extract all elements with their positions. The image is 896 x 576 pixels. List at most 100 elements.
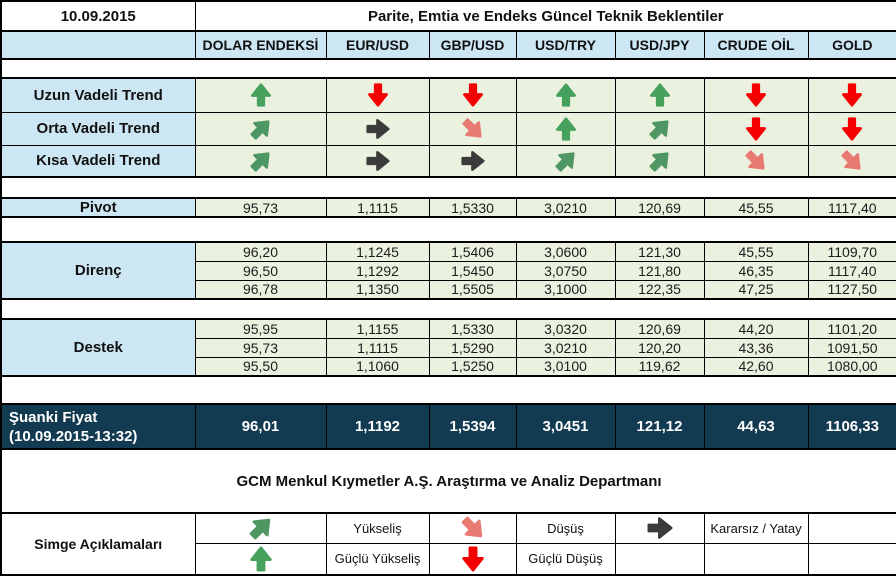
strong-up-arrow-icon bbox=[555, 83, 576, 107]
resistance-value: 1109,70 bbox=[807, 241, 896, 262]
strong-down-arrow-icon bbox=[462, 83, 483, 107]
resistance-value: 121,30 bbox=[614, 241, 705, 262]
resistance-value: 47,25 bbox=[703, 279, 809, 300]
trend-cell bbox=[194, 77, 327, 113]
report-date: 10.09.2015 bbox=[0, 0, 196, 32]
support-value: 120,20 bbox=[614, 337, 705, 358]
department-footer: GCM Menkul Kıymetler A.Ş. Araştırma ve A… bbox=[0, 448, 896, 514]
trend-cell bbox=[807, 77, 896, 113]
neutral-arrow-icon bbox=[647, 517, 672, 539]
current-price-value: 44,63 bbox=[703, 403, 809, 450]
legend-empty-cell bbox=[807, 542, 896, 576]
neutral-arrow-icon bbox=[365, 118, 390, 139]
pivot-value: 3,0210 bbox=[515, 197, 616, 218]
legend-symbol-cell bbox=[194, 542, 327, 576]
strong-down-arrow-icon bbox=[746, 116, 766, 141]
trend-cell bbox=[614, 77, 705, 113]
support-value: 1091,50 bbox=[807, 337, 896, 358]
trend-cell bbox=[703, 144, 809, 178]
resistance-value: 1117,40 bbox=[807, 260, 896, 281]
strong-down-arrow-icon bbox=[367, 83, 388, 107]
trend-row-label: Kısa Vadeli Trend bbox=[0, 144, 196, 178]
resistance-value: 96,78 bbox=[194, 279, 327, 300]
column-header: CRUDE OİL bbox=[703, 30, 809, 60]
neutral-arrow-icon bbox=[365, 150, 390, 171]
trend-row-label: Uzun Vadeli Trend bbox=[0, 77, 196, 113]
trend-cell bbox=[194, 111, 327, 146]
legend-text-cell: Düşüş bbox=[515, 512, 616, 544]
support-value: 42,60 bbox=[703, 356, 809, 377]
column-header: GOLD bbox=[807, 30, 896, 60]
resistance-value: 1127,50 bbox=[807, 279, 896, 300]
support-label: Destek bbox=[0, 318, 196, 377]
trend-cell bbox=[515, 77, 616, 113]
legend-text-cell: Güçlü Düşüş bbox=[515, 542, 616, 576]
trend-cell bbox=[614, 111, 705, 146]
support-value: 95,50 bbox=[194, 356, 327, 377]
resistance-value: 46,35 bbox=[703, 260, 809, 281]
support-value: 3,0210 bbox=[515, 337, 616, 358]
up-arrow-icon bbox=[554, 152, 575, 172]
resistance-label: Direnç bbox=[0, 241, 196, 300]
trend-cell bbox=[428, 144, 517, 178]
resistance-value: 1,1292 bbox=[325, 260, 430, 281]
strong-down-arrow-icon bbox=[842, 116, 863, 141]
resistance-value: 121,80 bbox=[614, 260, 705, 281]
spacer-row bbox=[0, 376, 896, 404]
trend-cell bbox=[614, 144, 705, 178]
pivot-value: 45,55 bbox=[703, 197, 809, 218]
current-price-timestamp: (10.09.2015-13:32) bbox=[9, 427, 138, 445]
strong-up-arrow-icon bbox=[250, 83, 271, 107]
up-arrow-icon bbox=[249, 519, 270, 540]
pivot-value: 1,5330 bbox=[428, 197, 517, 218]
current-price-value: 3,0451 bbox=[515, 403, 616, 450]
pivot-value: 120,69 bbox=[614, 197, 705, 218]
trend-cell bbox=[515, 111, 616, 146]
column-header: USD/TRY bbox=[515, 30, 616, 60]
trend-cell bbox=[807, 111, 896, 146]
trend-cell bbox=[325, 144, 430, 178]
strong-down-arrow-icon bbox=[461, 546, 484, 572]
resistance-value: 1,5450 bbox=[428, 260, 517, 281]
resistance-value: 3,0600 bbox=[515, 241, 616, 262]
strong-down-arrow-icon bbox=[746, 83, 766, 107]
support-value: 1,1060 bbox=[325, 356, 430, 377]
legend-symbol-cell bbox=[428, 542, 517, 576]
trend-cell bbox=[703, 77, 809, 113]
support-value: 1,5290 bbox=[428, 337, 517, 358]
legend-text-cell: Kararsız / Yatay bbox=[703, 512, 809, 544]
up-arrow-icon bbox=[249, 152, 270, 172]
trend-cell bbox=[428, 77, 517, 113]
resistance-value: 1,5505 bbox=[428, 279, 517, 300]
pivot-value: 1117,40 bbox=[807, 197, 896, 218]
resistance-value: 45,55 bbox=[703, 241, 809, 262]
trend-row-label: Orta Vadeli Trend bbox=[0, 111, 196, 146]
support-value: 95,95 bbox=[194, 318, 327, 339]
support-value: 44,20 bbox=[703, 318, 809, 339]
support-value: 1,1115 bbox=[325, 337, 430, 358]
down-arrow-icon bbox=[461, 516, 482, 538]
legend-empty-cell bbox=[703, 542, 809, 576]
legend-title: Simge Açıklamaları bbox=[0, 512, 196, 576]
support-value: 3,0100 bbox=[515, 356, 616, 377]
legend-symbol-cell bbox=[428, 512, 517, 544]
support-value: 1101,20 bbox=[807, 318, 896, 339]
down-arrow-icon bbox=[841, 150, 861, 170]
spacer-row bbox=[0, 177, 896, 198]
legend-symbol-cell bbox=[194, 512, 327, 544]
resistance-value: 96,20 bbox=[194, 241, 327, 262]
resistance-value: 122,35 bbox=[614, 279, 705, 300]
support-value: 1080,00 bbox=[807, 356, 896, 377]
current-price-title: Şuanki Fiyat bbox=[9, 408, 98, 426]
spacer-row bbox=[0, 59, 896, 78]
trend-cell bbox=[325, 111, 430, 146]
support-value: 1,1155 bbox=[325, 318, 430, 339]
trend-cell bbox=[703, 111, 809, 146]
trend-cell bbox=[428, 111, 517, 146]
support-value: 120,69 bbox=[614, 318, 705, 339]
strong-up-arrow-icon bbox=[249, 546, 272, 572]
current-price-value: 1,5394 bbox=[428, 403, 517, 450]
current-price-value: 96,01 bbox=[194, 403, 327, 450]
legend-text-cell: Güçlü Yükseliş bbox=[325, 542, 430, 576]
